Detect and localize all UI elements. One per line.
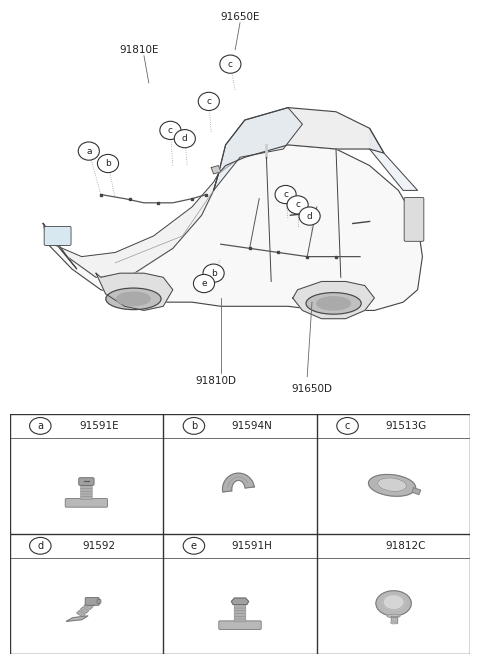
Text: b: b (211, 269, 216, 278)
Polygon shape (412, 487, 420, 495)
Text: d: d (182, 134, 188, 143)
FancyBboxPatch shape (234, 619, 246, 622)
Circle shape (287, 196, 308, 214)
Polygon shape (391, 616, 396, 623)
FancyBboxPatch shape (234, 613, 246, 616)
Polygon shape (370, 128, 418, 191)
Polygon shape (43, 145, 422, 311)
FancyBboxPatch shape (97, 600, 101, 603)
Text: 91650E: 91650E (220, 12, 260, 22)
Text: c: c (345, 421, 350, 431)
Circle shape (337, 417, 358, 434)
Polygon shape (214, 108, 302, 191)
Circle shape (97, 154, 119, 173)
Text: e: e (191, 541, 197, 551)
Text: d: d (307, 212, 312, 221)
FancyBboxPatch shape (65, 499, 108, 507)
Text: 91513G: 91513G (385, 421, 427, 431)
FancyBboxPatch shape (234, 608, 246, 611)
Polygon shape (43, 223, 77, 269)
FancyBboxPatch shape (81, 493, 92, 497)
Polygon shape (66, 616, 88, 622)
Polygon shape (77, 610, 85, 617)
Ellipse shape (391, 622, 396, 623)
Circle shape (220, 55, 241, 74)
Polygon shape (218, 108, 384, 174)
Text: e: e (201, 279, 207, 288)
Polygon shape (223, 473, 254, 492)
Ellipse shape (306, 292, 361, 314)
FancyBboxPatch shape (81, 497, 92, 499)
Text: 91594N: 91594N (232, 421, 273, 431)
Text: 91810E: 91810E (120, 45, 159, 55)
Text: b: b (105, 159, 111, 168)
Polygon shape (81, 607, 89, 613)
Circle shape (174, 129, 195, 148)
FancyBboxPatch shape (79, 478, 94, 486)
FancyBboxPatch shape (44, 227, 71, 246)
Text: 91650D: 91650D (291, 384, 333, 394)
Circle shape (198, 92, 219, 110)
FancyBboxPatch shape (81, 488, 92, 491)
Polygon shape (84, 603, 93, 610)
Text: a: a (37, 421, 43, 431)
Ellipse shape (378, 478, 407, 491)
Circle shape (275, 185, 296, 204)
Circle shape (30, 537, 51, 555)
Circle shape (183, 537, 204, 555)
FancyBboxPatch shape (234, 605, 246, 608)
Text: d: d (37, 541, 43, 551)
Circle shape (30, 417, 51, 434)
Text: 91591E: 91591E (79, 421, 119, 431)
Ellipse shape (117, 292, 150, 306)
Text: 91591H: 91591H (232, 541, 273, 551)
Text: c: c (228, 60, 233, 68)
Text: 91812C: 91812C (385, 541, 426, 551)
Polygon shape (231, 598, 249, 604)
FancyBboxPatch shape (404, 198, 424, 241)
Polygon shape (88, 600, 96, 606)
FancyBboxPatch shape (219, 621, 261, 629)
Ellipse shape (383, 595, 404, 610)
Polygon shape (211, 166, 221, 174)
FancyBboxPatch shape (234, 610, 246, 614)
Circle shape (183, 417, 204, 434)
Text: c: c (168, 126, 173, 135)
Circle shape (193, 275, 215, 292)
Text: a: a (86, 147, 92, 156)
Polygon shape (293, 281, 374, 319)
Circle shape (78, 142, 99, 160)
Circle shape (299, 207, 320, 225)
Polygon shape (43, 174, 218, 277)
Circle shape (203, 264, 224, 283)
Ellipse shape (369, 474, 416, 496)
Text: 91810D: 91810D (195, 376, 237, 386)
Text: c: c (283, 190, 288, 199)
FancyBboxPatch shape (81, 486, 92, 489)
Ellipse shape (317, 297, 350, 310)
Polygon shape (96, 273, 173, 311)
Text: c: c (295, 200, 300, 210)
Text: 91592: 91592 (82, 541, 115, 551)
FancyBboxPatch shape (81, 491, 92, 494)
Text: c: c (206, 97, 211, 106)
Text: b: b (191, 421, 197, 431)
FancyBboxPatch shape (85, 598, 99, 605)
Circle shape (160, 122, 181, 139)
Ellipse shape (106, 288, 161, 309)
Ellipse shape (376, 591, 411, 616)
FancyBboxPatch shape (234, 616, 246, 619)
Ellipse shape (387, 614, 400, 618)
